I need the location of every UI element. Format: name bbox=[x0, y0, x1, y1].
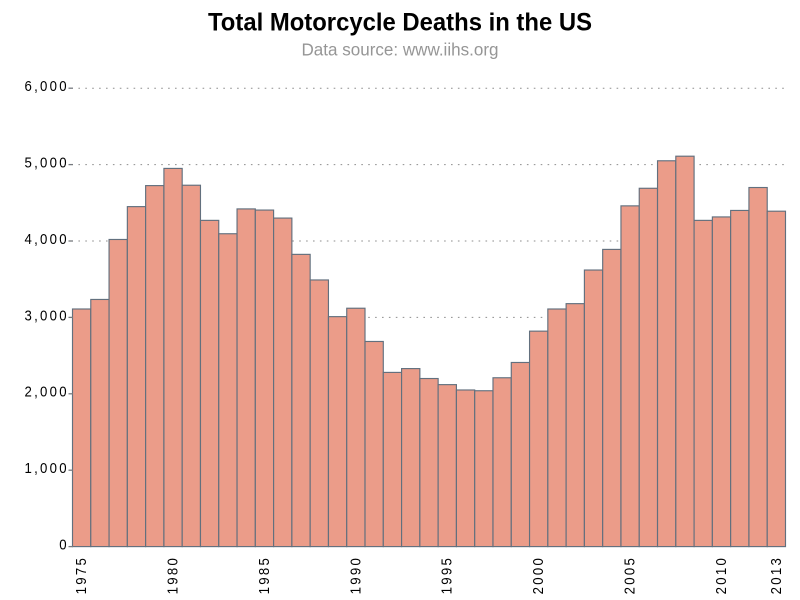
svg-text:3,000: 3,000 bbox=[24, 306, 68, 323]
svg-text:1,000: 1,000 bbox=[24, 459, 68, 476]
svg-text:Total Motorcycle Deaths in the: Total Motorcycle Deaths in the US bbox=[208, 10, 592, 37]
svg-text:4,000: 4,000 bbox=[24, 230, 68, 247]
svg-text:1980: 1980 bbox=[164, 556, 181, 594]
svg-text:2010: 2010 bbox=[712, 556, 729, 594]
svg-text:1975: 1975 bbox=[72, 556, 89, 594]
svg-text:5,000: 5,000 bbox=[24, 154, 68, 171]
svg-text:1995: 1995 bbox=[438, 556, 455, 594]
svg-text:6,000: 6,000 bbox=[24, 77, 68, 94]
svg-text:1990: 1990 bbox=[346, 556, 363, 594]
svg-text:2005: 2005 bbox=[621, 556, 638, 594]
svg-text:0: 0 bbox=[59, 536, 69, 553]
svg-text:2000: 2000 bbox=[529, 556, 546, 594]
svg-text:Data source: www.iihs.org: Data source: www.iihs.org bbox=[302, 40, 499, 60]
svg-text:1985: 1985 bbox=[255, 556, 272, 594]
svg-text:2,000: 2,000 bbox=[24, 383, 68, 400]
svg-text:2013: 2013 bbox=[767, 556, 784, 594]
